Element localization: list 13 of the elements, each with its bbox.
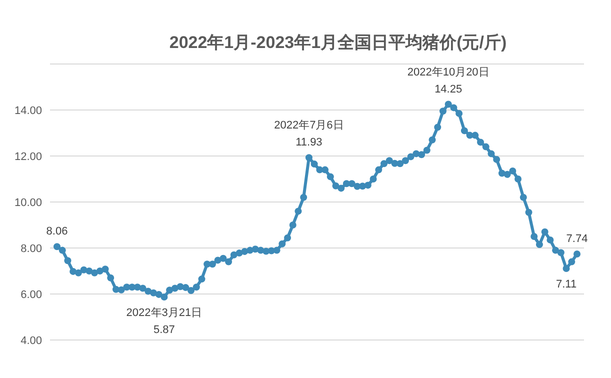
y-tick-label: 12.00 xyxy=(14,151,42,163)
annotation: 2022年7月6日 11.93 xyxy=(274,120,344,149)
chart-title: 2022年1月-2023年1月全国日平均猪价(元/斤) xyxy=(169,33,507,52)
annotation: 2022年10月20日 14.25 xyxy=(407,66,490,96)
annotation: 8.06 xyxy=(46,226,68,238)
y-tick-label: 8.00 xyxy=(20,243,42,255)
y-tick-label: 10.00 xyxy=(14,197,42,209)
annotation: 7.74 xyxy=(566,232,588,245)
y-tick-label: 4.00 xyxy=(20,335,42,347)
y-tick-label: 14.00 xyxy=(14,105,42,117)
y-tick-label: 6.00 xyxy=(20,289,42,301)
annotation: 2022年3月21日 5.87 xyxy=(126,306,202,336)
annotation: 7.11 xyxy=(556,278,577,290)
